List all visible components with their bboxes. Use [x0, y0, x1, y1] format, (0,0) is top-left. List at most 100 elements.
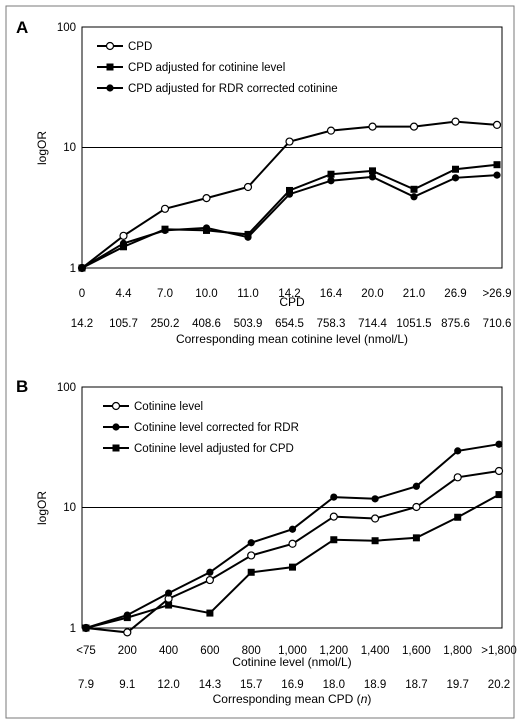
panel-b-ytick-10: 10	[63, 502, 76, 514]
panel-b-point-cotinine-level-corrected-for-rdr-4	[247, 539, 255, 547]
panel-a-secondary-value-10: 710.6	[483, 318, 512, 330]
panel-b-legend: Cotinine level Cotinine level corrected f…	[103, 401, 299, 455]
panel-a-point-cpd-adjusted-for-rdr-corrected-cotinine-1	[119, 239, 128, 248]
panel-a-xtick-0: 0	[79, 288, 85, 300]
panel-a-point-cpd-adjusted-for-rdr-corrected-cotinine-6	[327, 177, 335, 185]
panel-b-secondary-value-9: 19.7	[447, 679, 469, 691]
panel-a-point-cpd-adjusted-for-rdr-corrected-cotinine-3	[202, 224, 211, 232]
panel-a-point-cpd-10	[492, 120, 502, 130]
panel-b-point-cotinine-level-9	[453, 473, 462, 482]
panel-b-xtick-3: 600	[200, 645, 219, 657]
panel-a-legend: CPD CPD adjusted for cotinine level CPD ad…	[97, 41, 338, 95]
panel-b-point-cotinine-level-corrected-for-rdr-6	[330, 493, 338, 501]
panel-b-legend-label-cotinine-level-corrected-for-rdr: Cotinine level corrected for RDR	[134, 422, 299, 434]
panel-b-point-cotinine-level-corrected-for-rdr-9	[454, 447, 462, 455]
panel-b-point-cotinine-level-adjusted-for-cpd-1	[123, 614, 131, 622]
panel-b-point-cotinine-level-adjusted-for-cpd-4	[247, 568, 255, 576]
panel-b-series	[81, 440, 504, 637]
panel-b-secondary-row: 7.9 9.1 12.0 14.3 15.7 16.9 18.0 18.9 18.7 19.7 20…	[78, 679, 510, 691]
panel-b-point-cotinine-level-adjusted-for-cpd-6	[330, 536, 338, 544]
panel-b-xtick-2: 400	[159, 645, 178, 657]
panel-b-point-cotinine-level-adjusted-for-cpd-0	[82, 624, 90, 632]
panel-a: A 100 10 1 logOR 0 4.4 7.0 10.0 11.0 14.2 16.4…	[16, 18, 512, 346]
panel-b-legend-marker-cotinine-level-adjusted-for-cpd	[112, 444, 120, 452]
panel-a-point-cpd-adjusted-for-rdr-corrected-cotinine-10	[493, 171, 501, 179]
panel-a-xtick-7: 20.0	[361, 288, 383, 300]
panel-b-secondary-label-n: n	[361, 692, 368, 706]
panel-a-label: A	[16, 18, 28, 37]
panel-a-point-cpd-adjusted-for-rdr-corrected-cotinine-9	[451, 174, 460, 182]
panel-a-point-cpd-adjusted-for-cotinine-level-5	[286, 186, 293, 194]
panel-b-point-cotinine-level-adjusted-for-cpd-10	[495, 491, 503, 499]
panel-a-xtick-8: 21.0	[403, 288, 425, 300]
panel-a-secondary-value-6: 758.3	[317, 318, 346, 330]
panel-a-point-cpd-adjusted-for-cotinine-level-8	[410, 185, 418, 193]
panel-b-legend-label-cotinine-level-adjusted-for-cpd: Cotinine level adjusted for CPD	[134, 443, 294, 455]
panel-a-point-cpd-1	[119, 231, 128, 240]
panel-a-xtick-3: 10.0	[195, 288, 217, 300]
panel-b-secondary-value-3: 14.3	[199, 679, 221, 691]
panel-a-point-cpd-7	[368, 122, 377, 131]
panel-b-xtick-0: <75	[76, 645, 96, 657]
panel-b-label: B	[16, 377, 28, 396]
panel-b-point-cotinine-level-corrected-for-rdr-5	[288, 525, 297, 533]
panel-a-point-cpd-adjusted-for-rdr-corrected-cotinine-0	[78, 264, 86, 272]
panel-a-point-cpd-adjusted-for-rdr-corrected-cotinine-8	[410, 193, 418, 201]
panel-b-point-cotinine-level-corrected-for-rdr-10	[495, 440, 503, 448]
panel-b-point-cotinine-level-1	[123, 628, 132, 637]
panel-a-point-cpd-adjusted-for-rdr-corrected-cotinine-2	[161, 226, 169, 235]
panel-a-secondary-value-5: 654.5	[275, 318, 304, 330]
panel-a-secondary-value-8: 1051.5	[396, 318, 431, 330]
panel-a-xtick-labels: 0 4.4 7.0 10.0 11.0 14.2 16.4 20.0 21.0 26.9 >26.9	[79, 288, 512, 300]
panel-b-point-cotinine-level-4	[247, 551, 256, 560]
panel-b-point-cotinine-level-corrected-for-rdr-3	[206, 568, 214, 576]
panel-a-secondary-label: Corresponding mean cotinine level (nmol/…	[176, 332, 408, 346]
panel-a-legend-label-cpd: CPD	[128, 41, 152, 53]
panel-b-secondary-value-0: 7.9	[78, 679, 94, 691]
panel-b-point-cotinine-level-corrected-for-rdr-8	[412, 482, 420, 490]
panel-b-secondary-value-1: 9.1	[119, 679, 135, 691]
panel-b-xtick-9: 1,800	[443, 645, 472, 657]
panel-b-xtick-4: 800	[242, 645, 261, 657]
panel-b-ylabel: logOR	[35, 491, 49, 525]
panel-b-ytick-100: 100	[57, 382, 76, 394]
panel-b-secondary-value-2: 12.0	[157, 679, 179, 691]
panel-b-secondary-label-text: Corresponding mean CPD (	[213, 692, 361, 706]
panel-b-point-cotinine-level-10	[494, 466, 504, 476]
panel-b-legend-label-cotinine-level: Cotinine level	[134, 401, 203, 413]
panel-a-secondary-value-7: 714.4	[358, 318, 387, 330]
panel-a-xtick-10: >26.9	[482, 288, 511, 300]
panel-a-ytick-100: 100	[57, 22, 76, 34]
panel-b-legend-marker-cotinine-level-corrected-for-rdr	[112, 423, 120, 431]
panel-b-xtick-7: 1,400	[361, 645, 390, 657]
panel-a-point-cpd-adjusted-for-cotinine-level-9	[452, 165, 459, 173]
panel-b-xtick-10: >1,800	[481, 645, 517, 657]
panel-b-secondary-label-close: )	[367, 692, 371, 706]
panel-a-point-cpd-adjusted-for-rdr-corrected-cotinine-5	[285, 190, 294, 198]
panel-a-xtick-1: 4.4	[116, 288, 133, 300]
panel-a-secondary-value-1: 105.7	[109, 318, 138, 330]
panel-a-ylabel: logOR	[35, 131, 49, 165]
panel-b-secondary-value-8: 18.7	[405, 679, 427, 691]
panel-a-point-cpd-3	[202, 194, 211, 203]
panel-a-point-cpd-adjusted-for-rdr-corrected-cotinine-7	[368, 173, 377, 181]
panel-a-secondary-value-3: 408.6	[192, 318, 221, 330]
panel-a-secondary-value-0: 14.2	[71, 318, 93, 330]
panel-a-ytick-10: 10	[63, 142, 76, 154]
panel-b-point-cotinine-level-3	[205, 575, 214, 585]
panel-a-point-cpd-adjusted-for-rdr-corrected-cotinine-4	[244, 233, 252, 241]
panel-a-secondary-value-2: 250.2	[151, 318, 180, 330]
panel-b-xlabel: Cotinine level (nmol/L)	[232, 655, 351, 669]
panel-b-point-cotinine-level-corrected-for-rdr-2	[165, 589, 173, 597]
panel-a-secondary-value-9: 875.6	[441, 318, 470, 330]
panel-b-point-cotinine-level-adjusted-for-cpd-5	[289, 563, 296, 571]
panel-b-secondary-value-7: 18.9	[364, 679, 386, 691]
panel-b: B 100 10 1 logOR <75 200 400 600 800 1,000 1,2…	[16, 377, 517, 706]
panel-b-point-cotinine-level-8	[412, 502, 421, 512]
panel-a-xlabel: CPD	[279, 295, 305, 309]
panel-a-xtick-6: 16.4	[320, 288, 343, 300]
panel-a-legend-label-cpd-adjusted-for-cotinine-level: CPD adjusted for cotinine level	[128, 62, 285, 74]
panel-b-point-cotinine-level-adjusted-for-cpd-2	[165, 601, 173, 609]
panel-b-secondary-label: Corresponding mean CPD (n)	[213, 692, 372, 706]
panel-a-xtick-9: 26.9	[444, 288, 466, 300]
